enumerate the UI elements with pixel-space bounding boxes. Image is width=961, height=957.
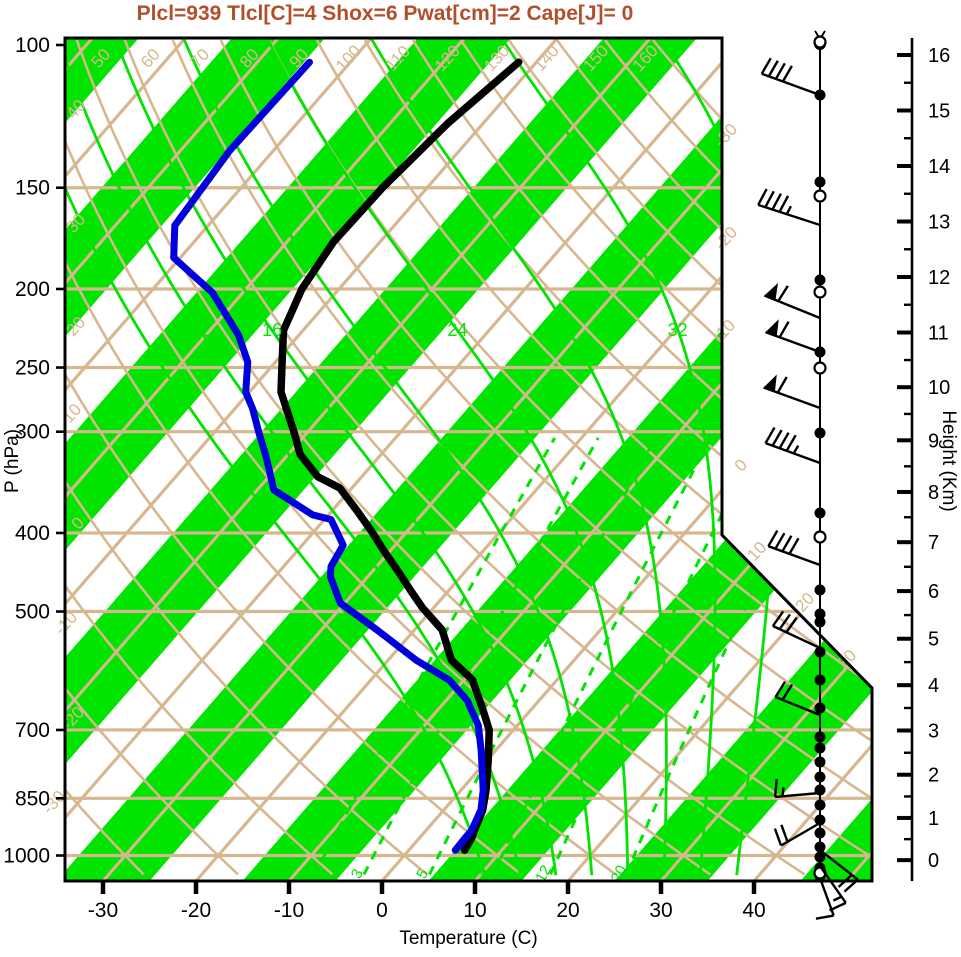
svg-text:20: 20: [556, 899, 579, 922]
station-dot: [814, 616, 826, 628]
height-axis-label: Height (Km): [938, 410, 959, 512]
svg-text:100: 100: [15, 34, 50, 57]
station-dot: [814, 176, 826, 188]
svg-text:100: 100: [332, 41, 365, 75]
svg-text:250: 250: [15, 357, 50, 380]
svg-text:13: 13: [928, 211, 950, 233]
moist-adiabat-lines: [65, 38, 778, 876]
wind-barb: [765, 319, 821, 354]
plot-area: [65, 38, 872, 881]
station-circle: [813, 189, 827, 203]
svg-text:300: 300: [15, 421, 50, 444]
station-dot: [814, 427, 826, 439]
station-dot: [814, 851, 826, 863]
temperature-axis: -30 -20 -10 0 10 20 30 40: [88, 881, 766, 922]
svg-text:140: 140: [530, 41, 563, 75]
svg-text:16: 16: [262, 320, 282, 340]
svg-text:3: 3: [348, 866, 367, 881]
station-dot: [814, 584, 826, 596]
svg-text:40: 40: [742, 899, 765, 922]
station-dot: [814, 799, 826, 811]
station-dot: [814, 841, 826, 853]
wind-barb: [764, 426, 821, 465]
svg-text:10: 10: [928, 377, 950, 399]
svg-text:700: 700: [15, 719, 50, 742]
svg-text:3: 3: [928, 721, 939, 743]
station-dot: [814, 771, 826, 783]
station-dot: [814, 702, 826, 714]
temperature-curve: [277, 58, 523, 854]
station-dot: [814, 814, 826, 826]
station-dot: [814, 608, 826, 620]
svg-text:-20: -20: [181, 899, 211, 922]
svg-text:1000: 1000: [3, 845, 50, 868]
svg-text:2: 2: [928, 765, 939, 787]
svg-text:12: 12: [190, 320, 210, 340]
svg-text:1: 1: [928, 808, 939, 830]
svg-text:5: 5: [413, 866, 432, 881]
svg-text:0: 0: [376, 899, 388, 922]
svg-text:150: 150: [15, 177, 50, 200]
dewpoint-curve: [170, 58, 487, 854]
svg-text:0: 0: [928, 850, 939, 872]
svg-text:5: 5: [928, 629, 939, 651]
wind-barb: [763, 374, 821, 410]
pressure-axis-label: P (hPa): [2, 428, 23, 494]
svg-text:7: 7: [928, 532, 939, 554]
wind-barb: [815, 877, 835, 920]
wind-barb: [757, 188, 821, 227]
svg-text:500: 500: [15, 601, 50, 624]
wind-barb: [773, 821, 821, 847]
station-dot: [814, 674, 826, 686]
svg-text:0: 0: [731, 455, 751, 475]
chart-title: Plcl=939 Tlcl[C]=4 Shox=6 Pwat[cm]=2 Cap…: [136, 2, 634, 25]
station-dot: [814, 756, 826, 768]
wind-barb: [773, 778, 821, 799]
svg-text:850: 850: [15, 787, 50, 810]
temperature-axis-label: Temperature (C): [399, 928, 538, 949]
wind-barb: [819, 849, 859, 893]
station-circle: [813, 530, 827, 544]
svg-text:30: 30: [649, 899, 672, 922]
wind-barb: [763, 283, 821, 320]
wind-barb: [767, 530, 821, 567]
svg-text:32: 32: [668, 320, 688, 340]
wind-barb: [774, 681, 821, 717]
svg-text:15: 15: [928, 100, 950, 122]
plot-frame: [63, 36, 874, 883]
station-dot: [814, 742, 826, 754]
svg-text:10: 10: [463, 899, 486, 922]
svg-text:11: 11: [928, 323, 949, 345]
svg-text:4: 4: [928, 675, 939, 697]
station-dot: [814, 731, 826, 743]
svg-text:200: 200: [15, 278, 50, 301]
wind-barb: [760, 57, 821, 97]
svg-text:12: 12: [928, 267, 950, 289]
svg-text:9: 9: [928, 430, 939, 452]
svg-text:14: 14: [928, 156, 950, 178]
station-circle: [813, 361, 827, 375]
station-dot: [814, 827, 826, 839]
svg-text:16: 16: [928, 45, 950, 67]
station-circle: [813, 285, 827, 299]
svg-text:6: 6: [928, 581, 939, 603]
station-dot: [814, 646, 826, 658]
station-circle: [813, 35, 827, 49]
wind-barb-column: [757, 30, 859, 920]
svg-text:24: 24: [447, 320, 467, 340]
svg-text:-30: -30: [88, 899, 118, 922]
wind-barb: [771, 610, 821, 650]
svg-text:8: 8: [928, 482, 939, 504]
station-dot: [814, 507, 826, 519]
pressure-axis: 100 150 200 250 300 400 500 700 850 1000: [3, 34, 65, 868]
svg-text:400: 400: [15, 522, 50, 545]
svg-text:-10: -10: [274, 899, 304, 922]
station-dot: [814, 274, 826, 286]
